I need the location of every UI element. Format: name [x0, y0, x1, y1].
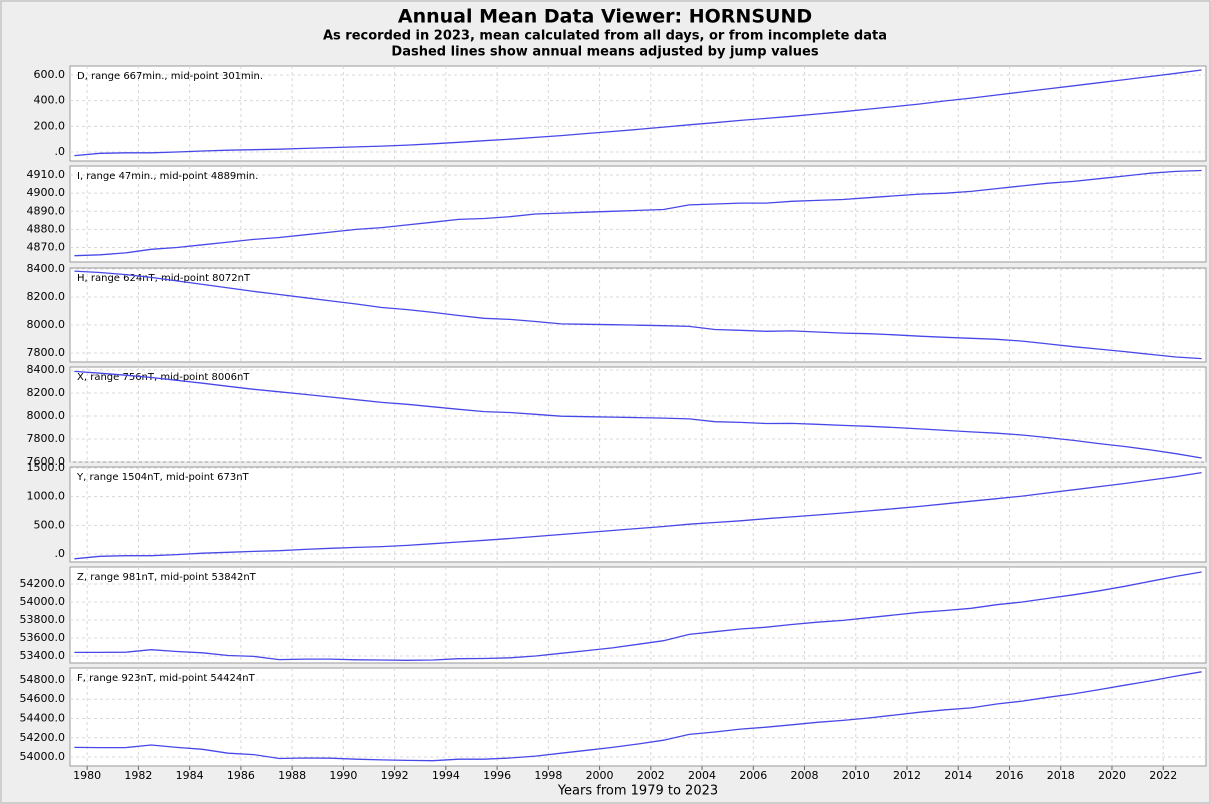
- y-tick-label: 53400.0: [20, 649, 66, 662]
- y-tick-label: 54000.0: [20, 750, 66, 763]
- y-tick-label: 8000.0: [27, 318, 66, 331]
- x-tick-label: 2006: [739, 769, 767, 782]
- panel: [69, 165, 1207, 263]
- panel-label: Z, range 981nT, mid-point 53842nT: [77, 572, 257, 583]
- y-tick-label: 53800.0: [20, 613, 66, 626]
- y-tick-label: 8200.0: [27, 386, 66, 399]
- y-tick-label: 7600.0: [27, 455, 66, 468]
- x-tick-label: 2004: [688, 769, 716, 782]
- panel: [69, 566, 1207, 664]
- y-tick-label: 54200.0: [20, 577, 66, 590]
- x-tick-label: 2022: [1149, 769, 1177, 782]
- y-tick-label: 4890.0: [27, 204, 66, 217]
- x-tick-label: 2014: [944, 769, 972, 782]
- x-tick-label: 1986: [227, 769, 255, 782]
- x-tick-label: 2012: [893, 769, 921, 782]
- panel-label: F, range 923nT, mid-point 54424nT: [77, 673, 256, 684]
- x-tick-label: 2016: [995, 769, 1023, 782]
- y-tick-label: 4870.0: [27, 241, 66, 254]
- chart-title: Annual Mean Data Viewer: HORNSUND: [398, 6, 812, 28]
- data-line: [74, 671, 1202, 762]
- subtitle: Dashed lines show annual means adjusted …: [391, 45, 818, 60]
- x-tick-label: 1982: [124, 769, 152, 782]
- y-tick-label: .0: [55, 145, 66, 158]
- y-tick-label: 8400.0: [27, 363, 66, 376]
- panel: [69, 267, 1207, 363]
- x-tick-label: 1992: [381, 769, 409, 782]
- data-line: [74, 370, 1202, 459]
- x-tick-label: 1984: [176, 769, 204, 782]
- data-line: [74, 69, 1202, 157]
- panel: [69, 65, 1207, 162]
- panel: [69, 466, 1207, 563]
- x-tick-label: 2018: [1047, 769, 1075, 782]
- y-tick-label: 200.0: [34, 119, 66, 132]
- x-tick-label: 2002: [637, 769, 665, 782]
- x-tick-label: 2000: [586, 769, 614, 782]
- x-tick-label: 1994: [432, 769, 460, 782]
- y-tick-label: 54800.0: [20, 673, 66, 686]
- data-line: [74, 169, 1202, 257]
- y-tick-label: .0: [55, 547, 66, 560]
- x-tick-label: 2010: [842, 769, 870, 782]
- y-tick-label: 4910.0: [27, 168, 66, 181]
- x-tick-label: 1998: [534, 769, 562, 782]
- panel: [69, 366, 1207, 463]
- y-tick-label: 1500.0: [27, 461, 66, 474]
- y-tick-label: 54000.0: [20, 595, 66, 608]
- x-tick-label: 1996: [483, 769, 511, 782]
- y-tick-label: 4900.0: [27, 186, 66, 199]
- y-tick-label: 4880.0: [27, 222, 66, 235]
- x-tick-label: 1980: [73, 769, 101, 782]
- panel-label: Y, range 1504nT, mid-point 673nT: [76, 472, 250, 483]
- subtitle: As recorded in 2023, mean calculated fro…: [323, 29, 887, 44]
- y-tick-label: 54600.0: [20, 692, 66, 705]
- y-tick-label: 8400.0: [27, 262, 66, 275]
- x-tick-label: 2008: [791, 769, 819, 782]
- data-line: [74, 270, 1202, 360]
- y-tick-label: 400.0: [34, 94, 66, 107]
- panel-label: D, range 667min., mid-point 301min.: [77, 71, 263, 82]
- x-tick-label: 2020: [1098, 769, 1126, 782]
- y-tick-label: 1000.0: [27, 490, 66, 503]
- y-tick-label: 54200.0: [20, 731, 66, 744]
- y-tick-label: 53600.0: [20, 631, 66, 644]
- panel-label: I, range 47min., mid-point 4889min.: [77, 171, 258, 182]
- y-tick-label: 7800.0: [27, 346, 66, 359]
- x-tick-label: 1990: [329, 769, 357, 782]
- data-line: [74, 571, 1202, 661]
- y-tick-label: 500.0: [34, 518, 66, 531]
- data-line: [74, 471, 1202, 560]
- y-tick-label: 600.0: [34, 68, 66, 81]
- x-tick-label: 1988: [278, 769, 306, 782]
- y-tick-label: 7800.0: [27, 432, 66, 445]
- y-tick-label: 54400.0: [20, 711, 66, 724]
- panel-label: X, range 756nT, mid-point 8006nT: [77, 372, 250, 383]
- x-axis-title: Years from 1979 to 2023: [557, 784, 718, 799]
- y-tick-label: 8000.0: [27, 409, 66, 422]
- y-tick-label: 8200.0: [27, 290, 66, 303]
- panel: [69, 667, 1207, 767]
